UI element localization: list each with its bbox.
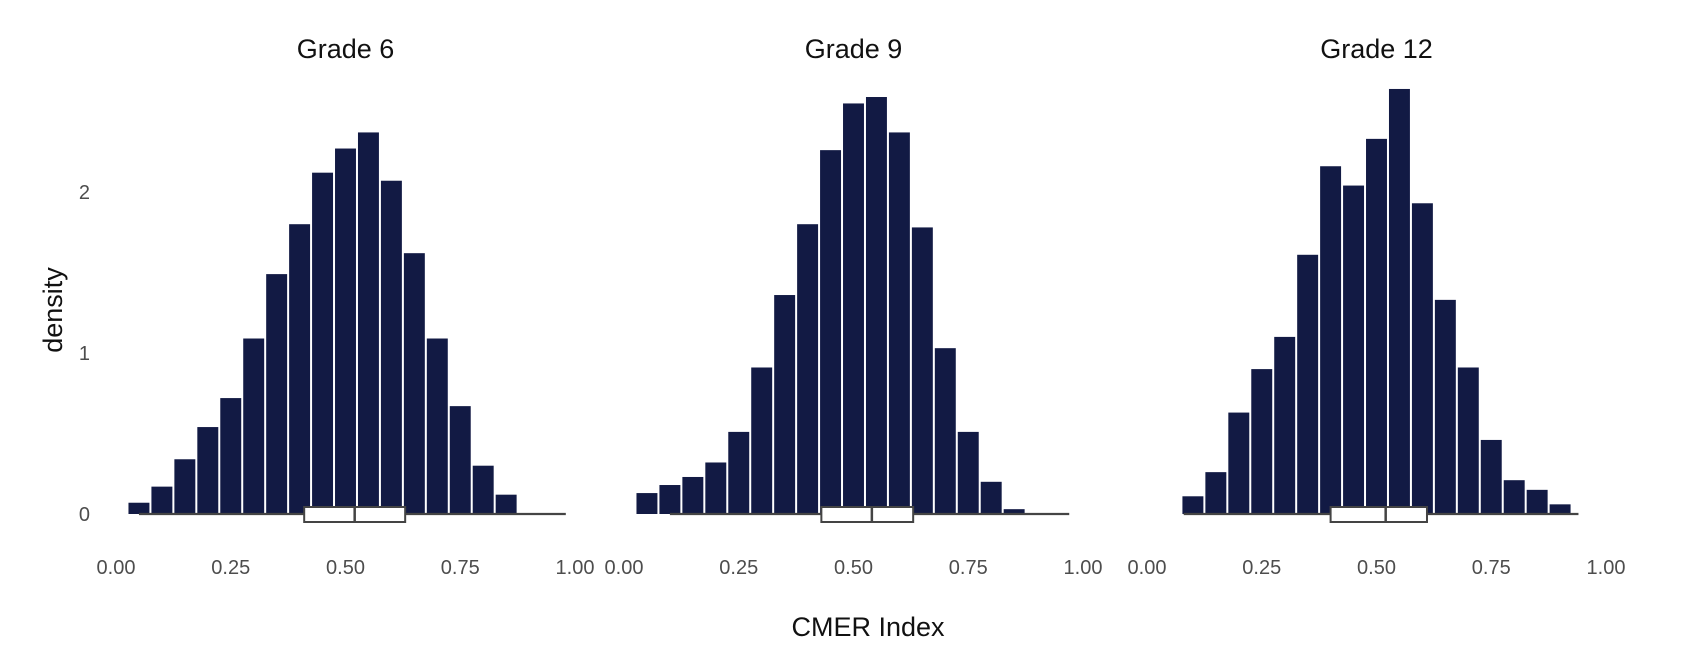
x-tick-label: 1.00 (556, 557, 595, 579)
histogram-bar (957, 431, 979, 514)
histogram-bar (1388, 88, 1410, 515)
histogram-bar (243, 338, 265, 514)
histogram-bar (151, 486, 173, 514)
histogram-bar (403, 253, 425, 514)
histogram-bar (1480, 439, 1502, 514)
histogram-bar (1411, 203, 1433, 514)
histogram-bar (357, 132, 379, 514)
histogram-bar (312, 172, 334, 514)
histogram-bar (380, 180, 402, 515)
x-tick-label: 0.75 (1472, 557, 1511, 579)
histogram-bar (843, 103, 864, 514)
y-tick-label: 1 (79, 343, 90, 365)
histogram-bar (174, 459, 196, 514)
x-tick-label: 0.00 (1128, 557, 1167, 579)
histogram-bar (495, 494, 517, 514)
histogram-bar (705, 462, 727, 514)
histogram-bar (1274, 336, 1296, 514)
x-tick-label: 0.25 (1242, 557, 1281, 579)
y-tick-label: 0 (79, 504, 90, 526)
y-axis-title: density (38, 267, 68, 353)
histogram-bar (335, 148, 356, 514)
histogram-bar (1457, 367, 1479, 514)
x-tick-label: 1.00 (1587, 557, 1626, 579)
histogram-bar (128, 502, 150, 514)
histogram-bar (1320, 166, 1342, 515)
panel-2: Grade 9 0.00 0.25 0.50 0.75 1.00 (605, 34, 1103, 579)
x-tick-label: 0.25 (211, 557, 250, 579)
panel-1: Grade 6 0.00 0.25 0.50 0.75 1.00 (97, 34, 595, 579)
panel-3: Grade 12 0.00 0.25 0.50 0.75 1.00 (1128, 34, 1626, 579)
x-tick-label: 0.00 (605, 557, 644, 579)
histogram-bar (728, 431, 750, 514)
histogram-bar (1526, 489, 1548, 514)
y-axis: 0 1 2 (79, 182, 90, 526)
histogram-bar (1182, 496, 1204, 514)
panel-title: Grade 6 (297, 34, 395, 64)
histogram-bar (289, 224, 311, 514)
histogram-bar (426, 338, 448, 514)
histogram-bar (1343, 185, 1365, 514)
x-tick-label: 0.50 (326, 557, 365, 579)
histogram-bar (1205, 472, 1227, 514)
histogram-bar (888, 132, 910, 514)
histogram-bar (1228, 412, 1250, 514)
histogram-bar (659, 485, 681, 514)
x-tick-label: 0.00 (97, 557, 136, 579)
histogram-bar (197, 427, 219, 514)
histogram-bar (1549, 504, 1571, 514)
panel-title: Grade 9 (805, 34, 903, 64)
histogram-bar (682, 476, 704, 514)
histogram-bar (1503, 480, 1525, 514)
x-tick-label: 0.25 (719, 557, 758, 579)
histogram-bar (1434, 299, 1456, 514)
histogram-bar (774, 295, 796, 514)
boxplot-box (1329, 506, 1428, 523)
histogram-bar (636, 493, 658, 514)
histogram-bar (751, 367, 773, 514)
y-tick-label: 2 (79, 182, 90, 204)
histogram-bar (820, 150, 842, 514)
histogram-bar (220, 398, 242, 514)
histogram-bar (1366, 138, 1387, 514)
histogram-bar (449, 406, 471, 514)
x-tick-label: 0.50 (834, 557, 873, 579)
x-tick-label: 0.75 (441, 557, 480, 579)
x-tick-label: 0.50 (1357, 557, 1396, 579)
facet-panels: Grade 6 0.00 0.25 0.50 0.75 1.00 Grade 9 0.00 0.… (97, 34, 1626, 579)
histogram-bar (472, 465, 494, 514)
histogram-bar (934, 348, 956, 514)
histogram-bar (1297, 254, 1319, 515)
panel-title: Grade 12 (1320, 34, 1433, 64)
histogram-bar (980, 481, 1002, 514)
histogram-bar (266, 274, 288, 514)
x-tick-label: 0.75 (949, 557, 988, 579)
histogram-bar (865, 97, 887, 514)
histogram-bar (911, 227, 933, 515)
x-axis-title: CMER Index (791, 612, 945, 642)
boxplot-box (820, 506, 915, 523)
histogram-bar (797, 224, 819, 514)
histogram-bar (1003, 509, 1025, 514)
x-tick-label: 1.00 (1064, 557, 1103, 579)
histogram-bar (1251, 369, 1273, 514)
